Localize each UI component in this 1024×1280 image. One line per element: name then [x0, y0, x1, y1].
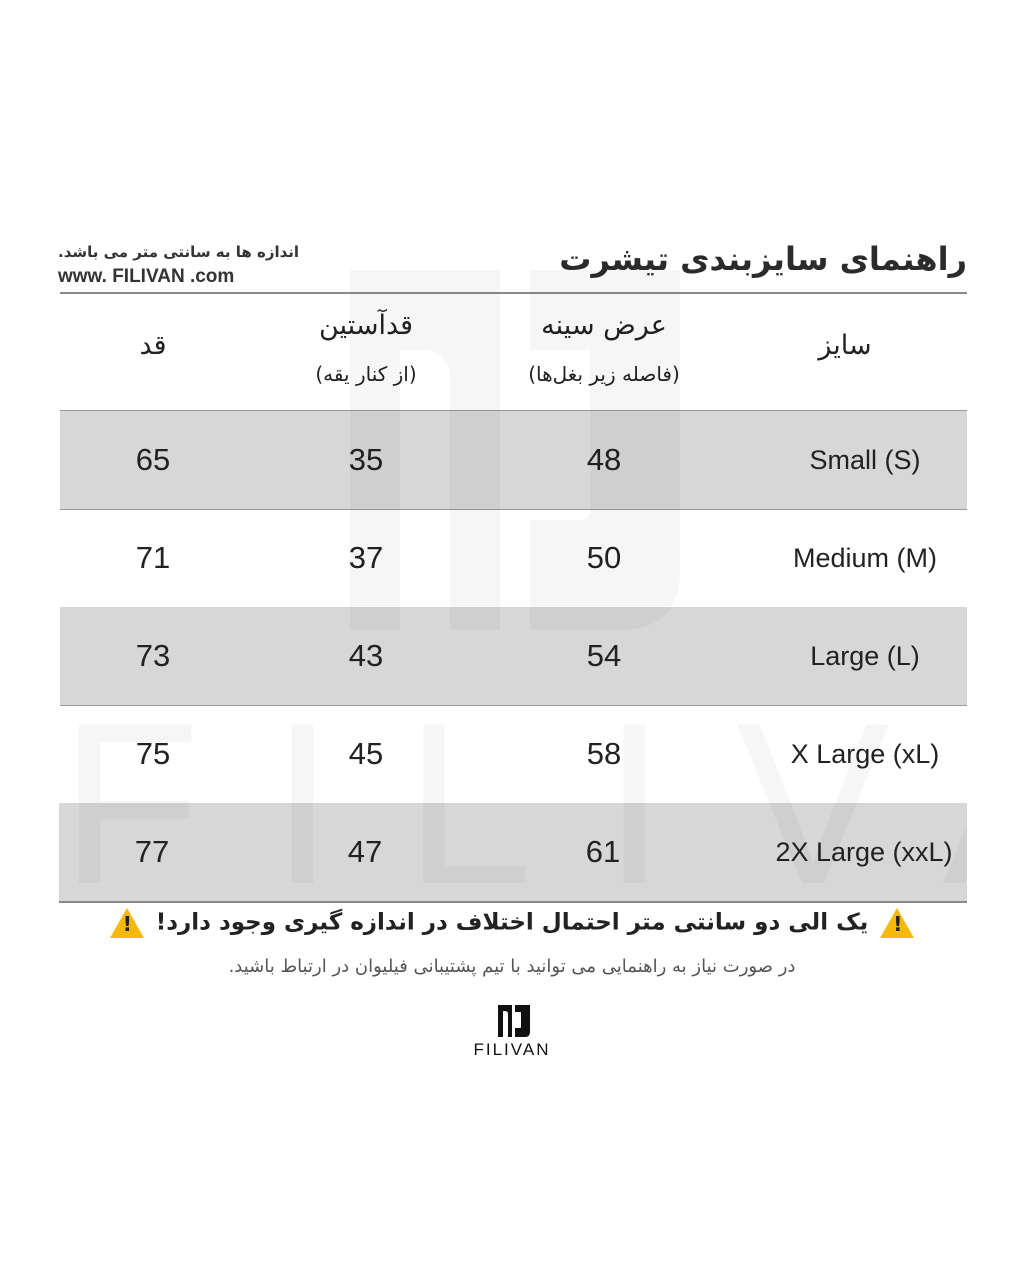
warning-triangle-icon: !	[880, 908, 915, 938]
units-note: اندازه ها به سانتی متر می باشد.	[58, 243, 300, 261]
table-row: 71 37 50 Medium (M)	[60, 509, 967, 608]
filivan-logo-icon	[498, 1005, 530, 1037]
table-row: 77 47 61 2X Large (xxL)	[59, 803, 967, 903]
page-title: راهنمای سایزبندی تیشرت	[559, 240, 967, 278]
sleeve-cell: 43	[348, 638, 384, 673]
chest-cell: 54	[586, 638, 622, 673]
size-cell: Small (S)	[809, 445, 921, 475]
sleeve-cell: 45	[348, 736, 384, 771]
size-cell: Large (L)	[810, 641, 920, 671]
header-bottom-line	[60, 410, 967, 411]
warning-text: یک الی دو سانتی متر احتمال اختلاف در اند…	[155, 909, 869, 936]
length-cell: 75	[135, 736, 171, 771]
sleeve-cell: 37	[348, 540, 384, 575]
warning-triangle-icon: !	[109, 908, 144, 938]
chest-cell: 48	[586, 442, 622, 477]
table-row: 65 35 48 Small (S)	[60, 411, 967, 510]
brand-name: FILIVAN	[473, 1040, 551, 1059]
website-link[interactable]: www. FILIVAN .com	[58, 266, 235, 287]
support-text: در صورت نیاز به راهنمایی می توانید با تی…	[228, 956, 796, 977]
size-cell: 2X Large (xxL)	[775, 837, 953, 867]
size-cell: Medium (M)	[792, 543, 937, 573]
length-cell: 71	[135, 540, 171, 575]
size-cell: X Large (xL)	[790, 739, 940, 769]
header-sleeve: قدآستین	[318, 310, 414, 341]
length-cell: 77	[134, 834, 170, 869]
chest-cell: 61	[585, 834, 621, 869]
header-chest: عرض سینه	[541, 310, 667, 341]
chest-cell: 50	[586, 540, 622, 575]
header-length: قد	[139, 330, 167, 361]
header-sleeve-sub: (از کنار یقه)	[315, 362, 417, 386]
table-row: 73 43 54 Large (L)	[60, 607, 967, 706]
sleeve-cell: 47	[347, 834, 383, 869]
table-row: 75 45 58 X Large (xL)	[60, 705, 967, 804]
measurement-warning: ! یک الی دو سانتی متر احتمال اختلاف در ا…	[0, 908, 1024, 938]
header-size: سایز	[818, 330, 872, 361]
chest-cell: 58	[586, 736, 622, 771]
header-chest-sub: (فاصله زیر بغل‌ها)	[528, 362, 680, 386]
length-cell: 73	[135, 638, 171, 673]
length-cell: 65	[135, 442, 171, 477]
divider	[60, 292, 967, 294]
sleeve-cell: 35	[348, 442, 384, 477]
